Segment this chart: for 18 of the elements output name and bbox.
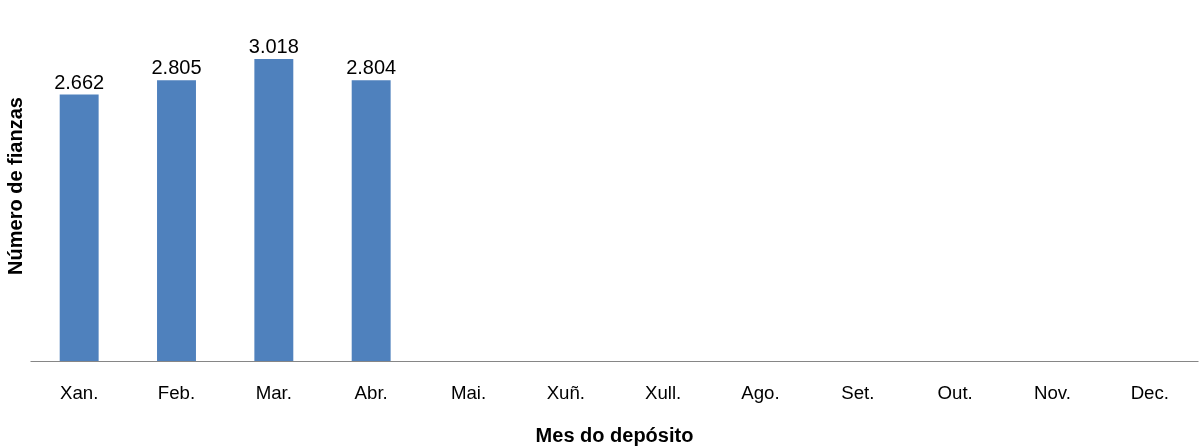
x-tick-label: Mai. — [450, 381, 487, 403]
x-tick-label: Abr. — [354, 381, 388, 403]
x-axis-title: Mes do depósito — [535, 423, 694, 446]
data-label: 2.662 — [54, 70, 105, 93]
x-tick-label: Feb. — [157, 381, 196, 403]
data-label: 2.804 — [346, 56, 397, 79]
data-label: 3.018 — [248, 34, 299, 57]
x-tick-label: Set. — [841, 381, 875, 403]
x-tick-label: Mar. — [255, 381, 292, 403]
x-tick-label: Dec. — [1130, 381, 1170, 403]
x-tick-label: Nov. — [1034, 381, 1071, 403]
data-label: 2.805 — [151, 56, 202, 79]
x-tick-label: Xull. — [645, 381, 682, 403]
y-axis-title: Número de fianzas — [3, 97, 26, 275]
x-tick-label: Ago. — [741, 381, 780, 403]
x-tick-label: Out. — [937, 381, 973, 403]
x-tick-label: Xuñ. — [546, 381, 586, 403]
x-tick-label: Xan. — [59, 381, 99, 403]
